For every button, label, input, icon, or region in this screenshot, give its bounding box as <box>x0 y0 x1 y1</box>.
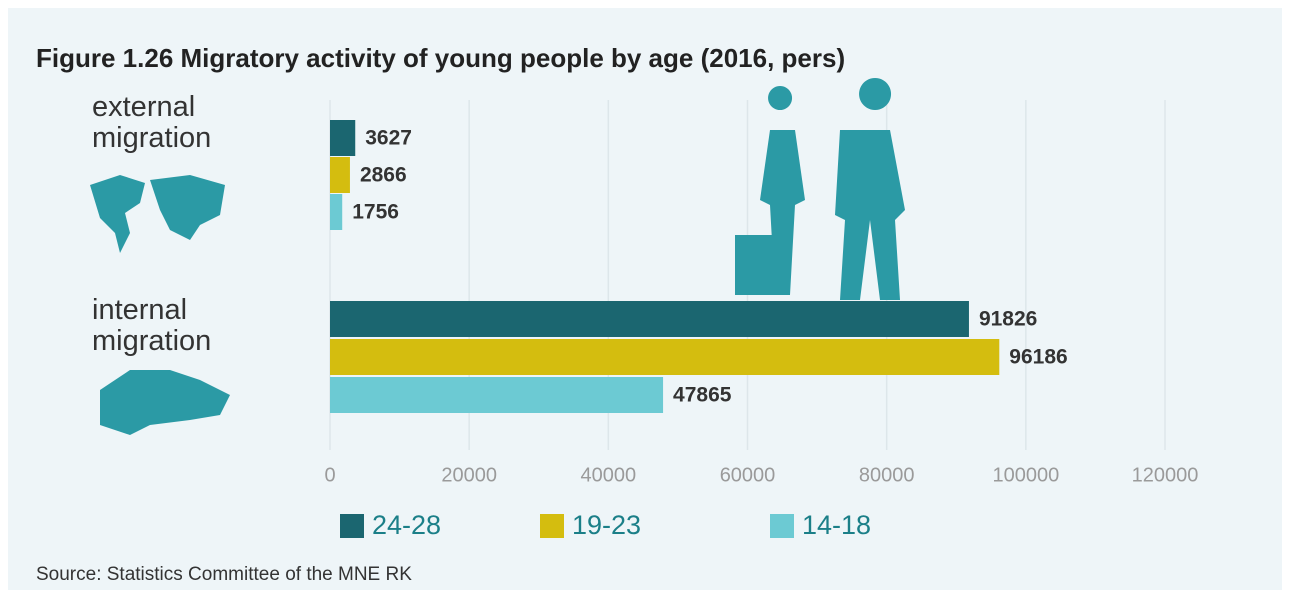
background <box>8 8 1282 590</box>
kazakhstan-map <box>100 370 230 435</box>
x-tick-label: 80000 <box>859 464 915 486</box>
legend-swatch <box>540 514 564 538</box>
legend-label: 19-23 <box>572 510 641 540</box>
x-tick-label: 120000 <box>1132 464 1199 486</box>
category-label: external migration <box>92 91 212 154</box>
bar <box>330 120 356 156</box>
value-label: 3627 <box>365 127 412 150</box>
bar <box>330 377 664 413</box>
bar <box>330 339 1000 375</box>
traveler-silhouette <box>835 78 905 300</box>
x-tick-label: 60000 <box>720 464 776 486</box>
value-label: 1756 <box>352 201 399 224</box>
bar <box>330 157 350 193</box>
legend-label: 14-18 <box>802 510 871 540</box>
value-label: 47865 <box>673 384 732 407</box>
category-label: internal migration <box>92 294 212 357</box>
traveler-silhouette <box>735 86 805 296</box>
decoration <box>90 78 905 435</box>
source: Source: Statistics Committee of the MNE … <box>36 564 412 585</box>
x-tick-label: 20000 <box>441 464 497 486</box>
legend-swatch <box>340 514 364 538</box>
legend-label: 24-28 <box>372 510 441 540</box>
x-tick-label: 0 <box>324 464 335 486</box>
x-tick-label: 40000 <box>581 464 637 486</box>
legend-swatch <box>770 514 794 538</box>
value-label: 2866 <box>360 164 407 187</box>
value-label: 91826 <box>979 308 1037 331</box>
bar <box>330 194 343 230</box>
chart-title: Figure 1.26 Migratory activity of young … <box>36 43 845 73</box>
world-map <box>90 175 225 253</box>
value-label: 96186 <box>1009 346 1067 369</box>
bar <box>330 301 969 337</box>
x-tick-label: 100000 <box>992 464 1059 486</box>
